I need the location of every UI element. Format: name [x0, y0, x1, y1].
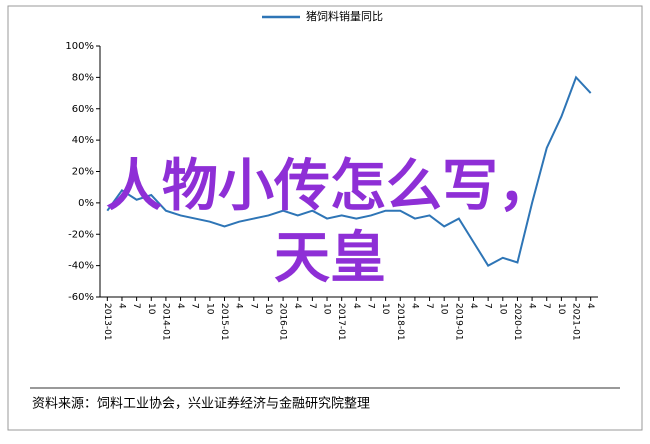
x-tick-label: 4: [351, 303, 361, 309]
x-tick-label: 10: [263, 303, 273, 315]
x-tick-label: 2014-01: [160, 303, 170, 341]
x-tick-label: 2013-01: [102, 303, 112, 341]
x-tick-label: 4: [292, 303, 302, 309]
frame: [7, 5, 643, 431]
x-tick-label: 10: [380, 303, 390, 315]
x-tick-label: 10: [322, 303, 332, 315]
series-line: [106, 75, 592, 267]
y-tick-label: 0%: [78, 198, 94, 209]
x-tick-label: 2021-01: [571, 303, 581, 341]
x-tick-label: 4: [585, 303, 595, 309]
x-tick-label: 2016-01: [278, 303, 288, 341]
source: 资料来源：饲料工业协会，兴业证券经济与金融研究院整理: [32, 396, 370, 412]
x-tick-label: 7: [307, 303, 317, 309]
x-tick-label: 4: [116, 303, 126, 309]
x-tick-label: 10: [556, 303, 566, 315]
x-tick-label: 2015-01: [219, 303, 229, 341]
y-tick-label: -40%: [68, 261, 94, 272]
x-tick-label: 7: [483, 303, 493, 309]
x-tick-label: 7: [131, 303, 141, 309]
x-tick-label: 10: [146, 303, 156, 315]
x-tick-label: 4: [468, 303, 478, 309]
y-tick-label: 100%: [65, 41, 94, 52]
y-tick-label: 20%: [72, 167, 94, 178]
legend-label: 猪饲料销量同比: [306, 9, 383, 23]
overlay-text: 人物小传怎么写，: [106, 154, 554, 219]
y-tick-label: 60%: [72, 104, 94, 115]
y-tick-label: 40%: [72, 135, 94, 146]
x-tick-label: 10: [497, 303, 507, 315]
x-tick-label: 4: [527, 303, 537, 309]
overlay-text: 天皇: [274, 226, 386, 291]
x-tick-label: 7: [248, 303, 258, 309]
x-tick-label: 4: [175, 303, 185, 309]
y-tick-label: -60%: [68, 292, 94, 303]
x-tick-label: 7: [365, 303, 375, 309]
x-tick-label: 7: [424, 303, 434, 309]
x-tick-label: 7: [190, 303, 200, 309]
x-tick-label: 4: [409, 303, 419, 309]
x-tick-label: 2019-01: [453, 303, 463, 341]
x-tick-label: 2020-01: [512, 303, 522, 341]
x-tick-label: 4: [234, 303, 244, 309]
y-tick-label: -20%: [68, 229, 94, 240]
x-tick-label: 2018-01: [395, 303, 405, 341]
x-tick-label: 10: [439, 303, 449, 315]
x-tick-label: 10: [204, 303, 214, 315]
x-tick-label: 2017-01: [336, 303, 346, 341]
y-tick-label: 80%: [72, 72, 94, 83]
x-tick-label: 7: [541, 303, 551, 309]
